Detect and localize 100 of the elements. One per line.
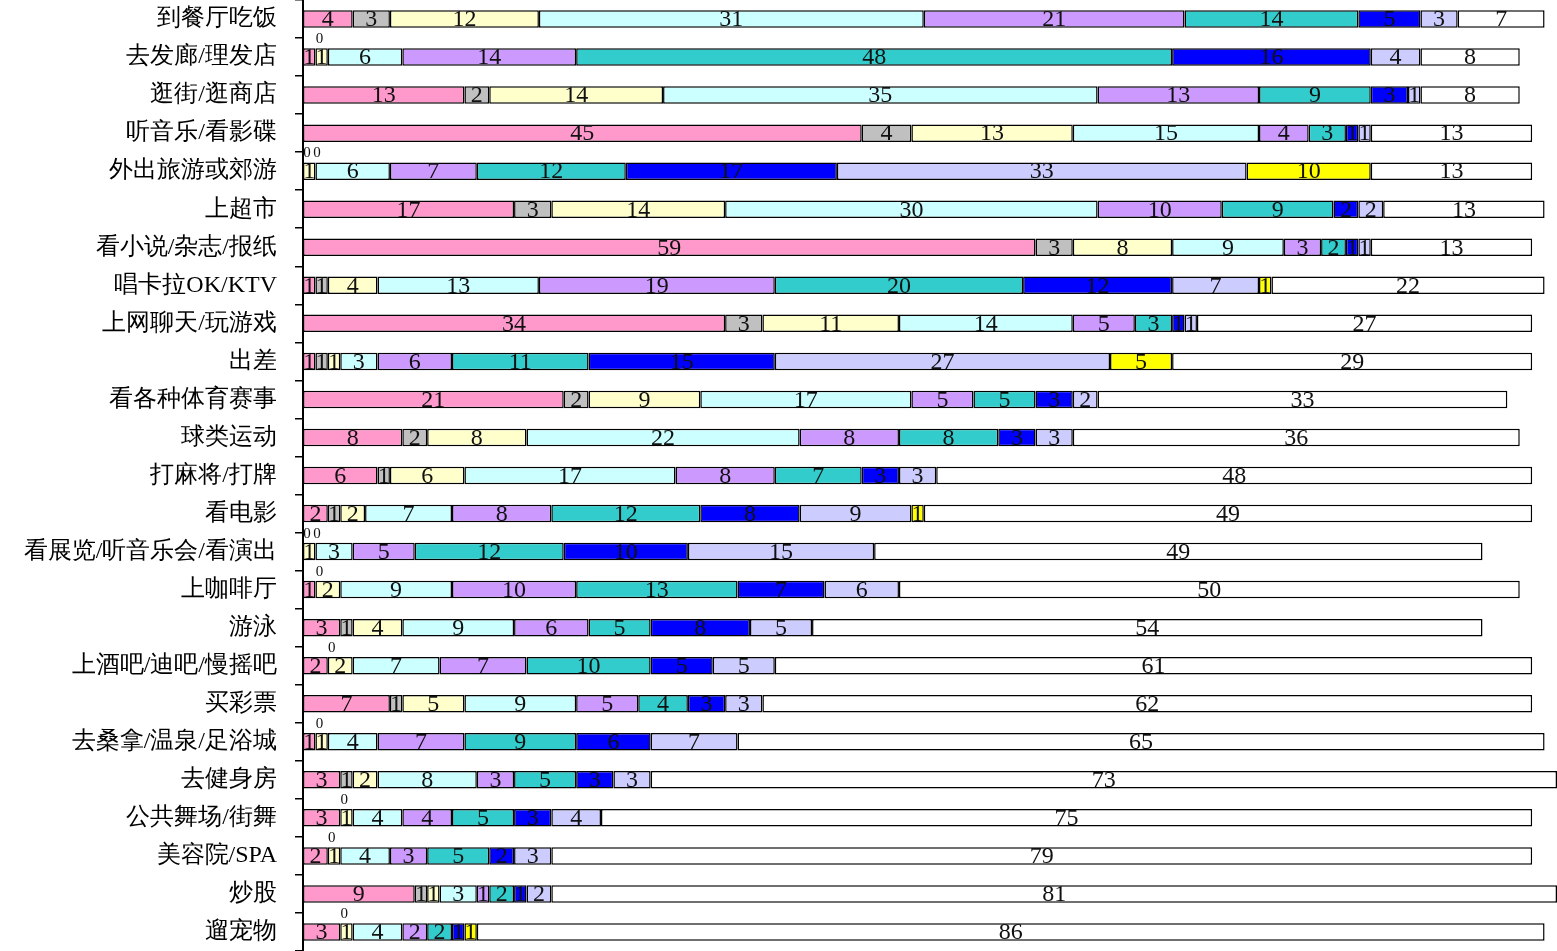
- data-label: 12: [539, 157, 564, 184]
- data-label: 54: [1135, 613, 1160, 640]
- data-label: 1: [340, 918, 353, 945]
- data-label: 3: [489, 766, 502, 793]
- data-label: 1: [390, 690, 403, 717]
- data-label: 1: [315, 271, 328, 298]
- data-label: 1: [464, 918, 477, 945]
- y-tick-label: 美容院/SPA: [156, 841, 278, 868]
- data-label: 31: [719, 5, 744, 32]
- data-label: 4: [570, 804, 583, 831]
- y-tick-label: 去健身房: [181, 765, 277, 792]
- data-label: 5: [675, 652, 688, 678]
- data-label: 3: [737, 690, 750, 717]
- data-label: 5: [998, 385, 1011, 412]
- data-label: 7: [477, 652, 490, 678]
- data-label: 10: [1296, 157, 1321, 184]
- data-label: 2: [408, 918, 421, 945]
- annotation: 0: [315, 714, 324, 731]
- data-label: 9: [1271, 195, 1284, 222]
- y-tick-label: 去桑拿/温泉/足浴城: [71, 727, 277, 754]
- annotation: 0: [315, 562, 324, 579]
- data-label: 2: [1339, 195, 1352, 222]
- data-label: 2: [309, 499, 322, 526]
- annotation: 0: [328, 638, 336, 655]
- data-label: 7: [1495, 5, 1508, 32]
- data-label: 2: [346, 499, 359, 526]
- data-label: 17: [396, 195, 421, 222]
- data-label: 7: [414, 728, 427, 755]
- data-label: 3: [1010, 423, 1023, 450]
- data-label: 1: [414, 880, 427, 907]
- data-label: 3: [737, 309, 750, 336]
- data-label: 5: [452, 842, 465, 869]
- data-label: 6: [607, 728, 620, 755]
- data-label: 8: [843, 423, 856, 450]
- data-label: 6: [359, 43, 372, 70]
- data-label: 1: [303, 728, 316, 755]
- data-label: 16: [1259, 43, 1284, 70]
- y-tick-label: 外出旅游或郊游: [109, 156, 277, 183]
- data-label: 9: [352, 880, 365, 907]
- data-label: 9: [514, 728, 527, 755]
- data-label: 5: [1383, 5, 1396, 32]
- y-tick-label: 看各种体育赛事: [109, 384, 277, 411]
- data-label: 11: [819, 309, 843, 336]
- data-label: 1: [514, 880, 527, 907]
- data-label: 6: [408, 347, 421, 374]
- data-label: 2: [570, 385, 583, 412]
- data-label: 27: [1352, 309, 1377, 336]
- data-label: 2: [1079, 385, 1092, 412]
- data-label: 2: [470, 81, 483, 108]
- data-label: 17: [719, 157, 744, 184]
- y-tick-label: 球类运动: [181, 422, 277, 449]
- data-label: 8: [1464, 81, 1477, 108]
- y-tick-label: 唱卡拉OK/KTV: [114, 270, 278, 297]
- data-label: 1: [1358, 119, 1371, 146]
- data-label: 3: [1147, 309, 1160, 336]
- data-label: 22: [651, 423, 676, 450]
- data-label: 8: [495, 499, 508, 526]
- data-label: 3: [700, 690, 713, 717]
- data-label: 3: [402, 842, 415, 869]
- data-label: 30: [899, 195, 924, 222]
- data-label: 4: [359, 842, 372, 869]
- data-label: 27: [930, 347, 955, 374]
- data-label: 7: [402, 499, 415, 526]
- data-label: 6: [545, 613, 558, 640]
- data-label: 1: [1172, 309, 1185, 336]
- data-label: 5: [477, 804, 490, 831]
- data-label: 4: [421, 804, 434, 831]
- data-label: 2: [1327, 233, 1340, 260]
- y-tick-label: 上网聊天/玩游戏: [102, 308, 277, 335]
- data-label: 13: [1439, 119, 1464, 146]
- data-label: 3: [1048, 385, 1061, 412]
- data-label: 3: [526, 804, 539, 831]
- data-label: 20: [886, 271, 911, 298]
- data-label: 1: [377, 461, 390, 488]
- data-label: 4: [657, 690, 670, 717]
- data-label: 13: [1439, 157, 1464, 184]
- data-label: 2: [321, 575, 334, 602]
- data-label: 4: [371, 804, 384, 831]
- data-label: 6: [346, 157, 359, 184]
- y-tick-label: 到餐厅吃饭: [157, 4, 277, 31]
- data-label: 1: [1358, 233, 1371, 260]
- data-label: 5: [1135, 347, 1148, 374]
- data-label: 2: [309, 652, 322, 678]
- data-label: 5: [1097, 309, 1110, 336]
- data-label: 13: [1166, 81, 1191, 108]
- data-label: 4: [1389, 43, 1402, 70]
- data-label: 1: [477, 880, 490, 907]
- annotation: 0: [313, 144, 321, 161]
- data-label: 14: [973, 309, 998, 336]
- data-label: 8: [1464, 43, 1477, 70]
- data-label: 14: [626, 195, 651, 222]
- data-label: 12: [1085, 271, 1110, 298]
- data-label: 14: [1259, 5, 1284, 32]
- data-label: 9: [514, 690, 527, 717]
- data-label: 6: [334, 461, 347, 488]
- data-label: 2: [495, 880, 508, 907]
- data-label: 1: [303, 347, 316, 374]
- data-label: 12: [452, 5, 477, 32]
- data-label: 48: [1222, 461, 1247, 488]
- data-label: 81: [1042, 880, 1067, 907]
